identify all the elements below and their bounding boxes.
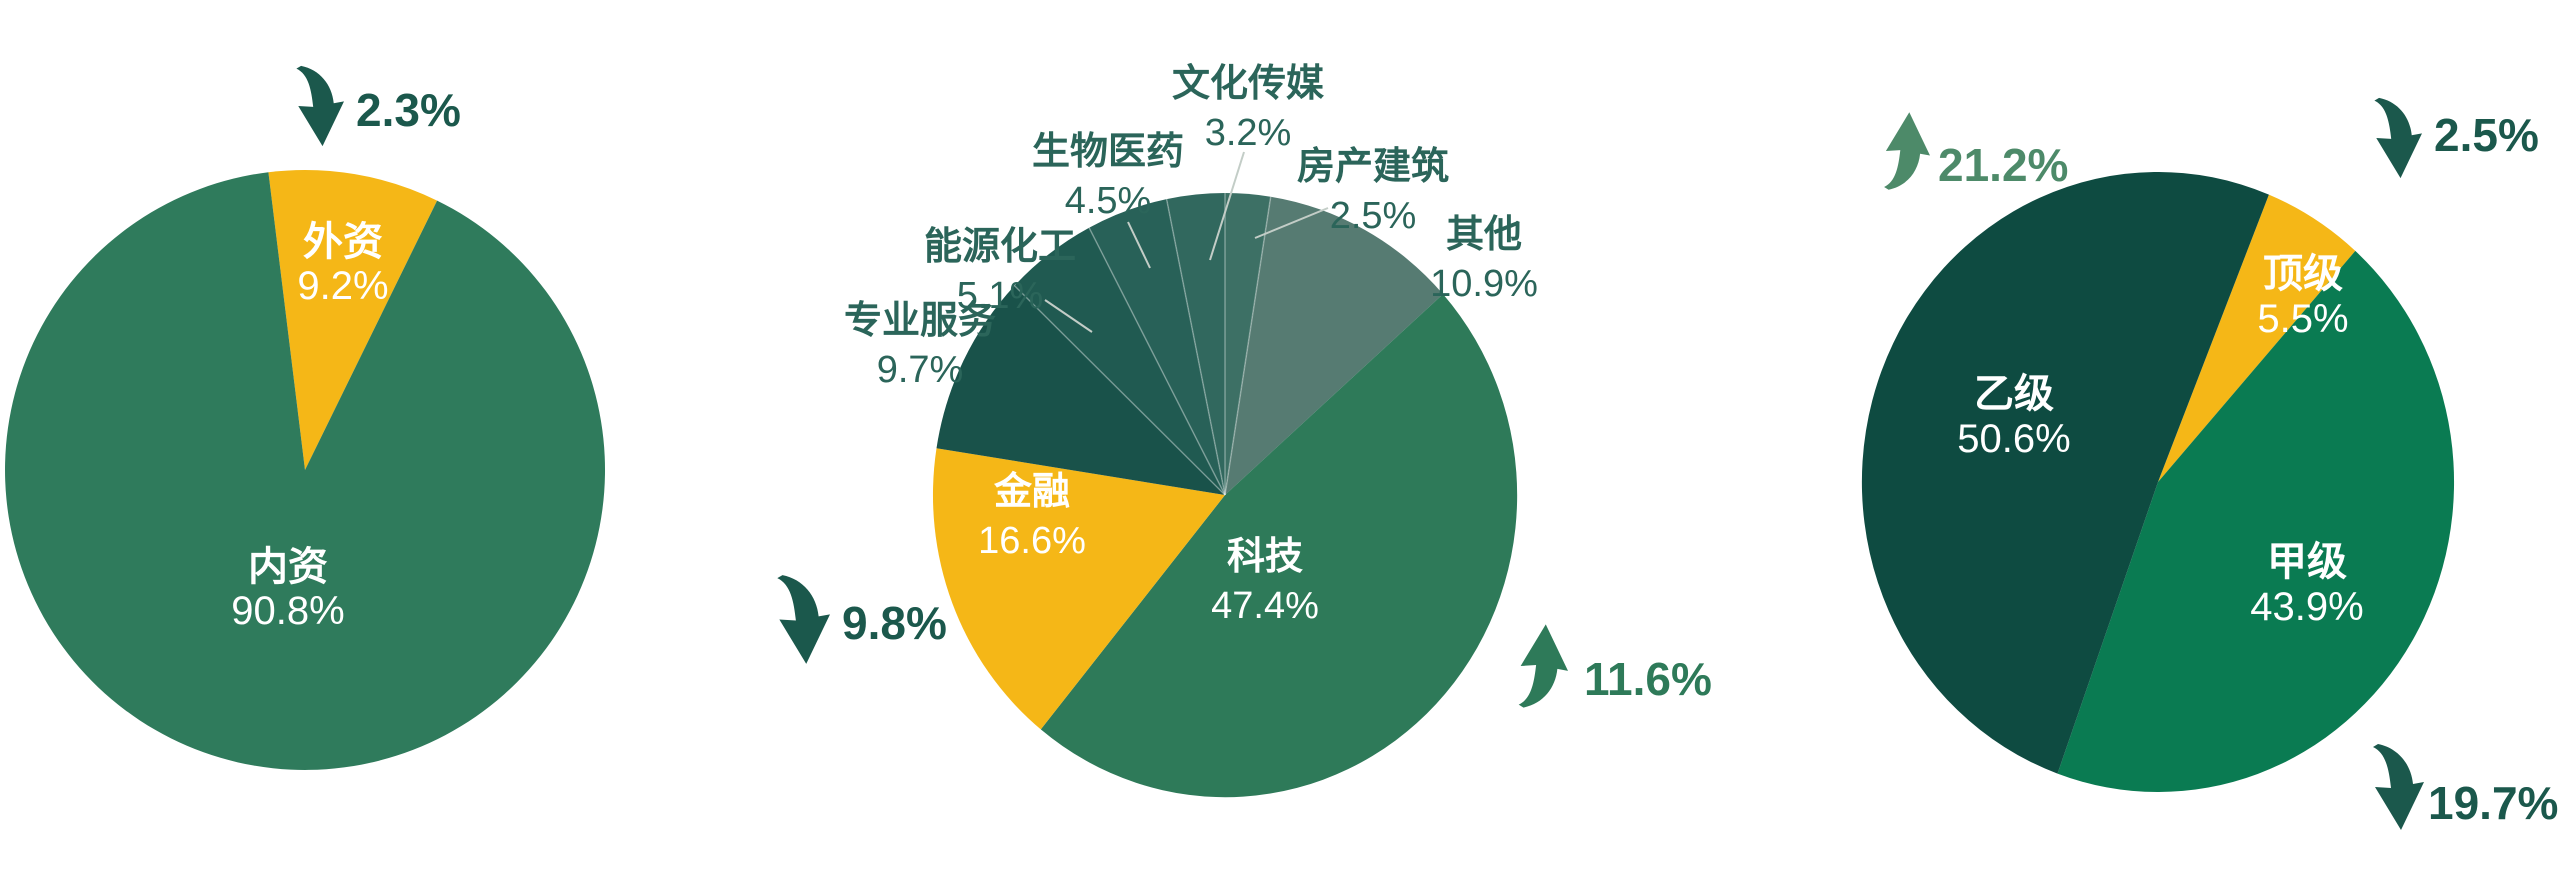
industry-mix-slice-energy-chemicals: [1014, 227, 1225, 495]
up-arrow-glyph: [1884, 112, 1930, 190]
slice-divider: [1224, 196, 1272, 496]
foreign-capital-change-value: 2.3%: [356, 84, 461, 136]
premium-grade-change-down-arrow-icon: [2374, 97, 2422, 179]
leader-line: [1127, 221, 1151, 269]
building-grade-slice-premium-grade: [2158, 194, 2356, 482]
leader-line: [1254, 207, 1329, 239]
finance-change-down-arrow-icon: [777, 575, 830, 664]
leader-line: [1044, 299, 1093, 333]
foreign-capital-change-down-arrow-icon: [296, 65, 344, 147]
industry-mix-slice-finance: [932, 448, 1225, 730]
industry-mix-slice-technology: [1040, 294, 1518, 798]
technology-change-value: 11.6%: [1584, 653, 1712, 705]
capital-source-slice-foreign-capital: [268, 169, 438, 471]
up-arrow-glyph: [1518, 624, 1568, 708]
building-grade-slice-grade-a: [2057, 250, 2455, 793]
industry-mix-slice-real-estate-construction: [1225, 192, 1271, 495]
leader-line: [1209, 151, 1245, 261]
down-arrow-glyph: [296, 65, 344, 147]
industry-mix-slice-professional-services: [936, 285, 1225, 495]
down-arrow-glyph: [2374, 97, 2422, 179]
slice-divider: [1088, 227, 1226, 496]
slice-divider: [1165, 198, 1226, 496]
technology-change-up-arrow-icon: [1518, 624, 1568, 708]
premium-grade-change-value: 2.5%: [2434, 109, 2539, 161]
capital-source-slice-domestic-capital: [5, 172, 606, 770]
slice-divider: [1013, 285, 1226, 496]
grade-b-change-up-arrow-icon: [1884, 112, 1930, 190]
industry-mix-slice-biotech-pharma: [1089, 199, 1225, 495]
building-grade-slice-grade-b: [1861, 171, 2269, 774]
grade-a-change-value: 19.7%: [2428, 777, 2559, 829]
down-arrow-glyph: [777, 575, 830, 664]
industry-mix-slice-culture-media: [1166, 193, 1225, 495]
grade-a-change-down-arrow-icon: [2373, 744, 2424, 830]
down-arrow-glyph: [2373, 744, 2424, 830]
industry-mix-slice-others: [1225, 196, 1443, 495]
grade-b-change-value: 21.2%: [1938, 139, 2069, 191]
finance-change-value: 9.8%: [842, 597, 947, 649]
